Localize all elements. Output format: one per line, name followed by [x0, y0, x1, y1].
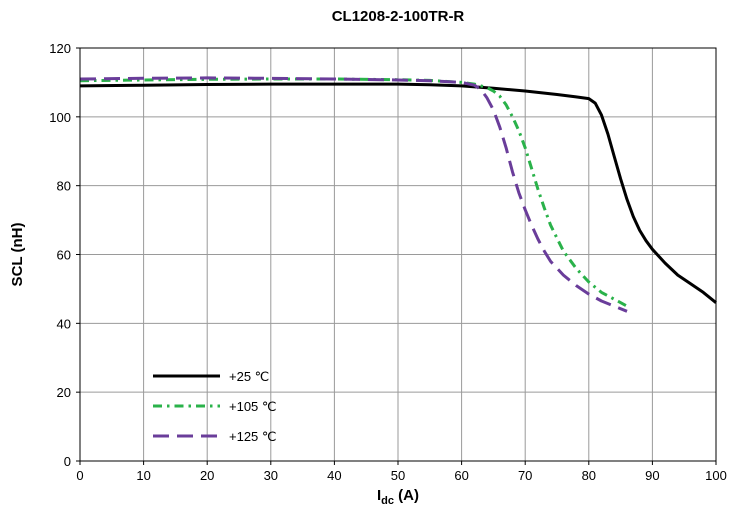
x-axis-title-main: I — [377, 487, 381, 504]
x-tick-labels: 0 10 20 30 40 50 60 70 80 90 100 — [76, 461, 727, 483]
legend-label-3: +125 ℃ — [229, 429, 277, 444]
y-tick-label: 80 — [57, 179, 71, 194]
y-tick-label: 0 — [64, 454, 71, 469]
y-tick-label: 60 — [57, 248, 71, 263]
x-tick-label: 80 — [582, 468, 596, 483]
legend: +25 ℃ +105 ℃ +125 ℃ — [153, 369, 277, 444]
x-tick-label: 40 — [327, 468, 341, 483]
y-tick-label: 40 — [57, 316, 71, 331]
chart-title: CL1208-2-100TR-R — [332, 8, 465, 25]
x-tick-label: 30 — [264, 468, 278, 483]
y-tick-label: 100 — [49, 110, 71, 125]
grid — [80, 48, 716, 461]
legend-label-1: +25 ℃ — [229, 369, 269, 384]
x-tick-label: 70 — [518, 468, 532, 483]
x-tick-label: 50 — [391, 468, 405, 483]
x-tick-label: 0 — [76, 468, 83, 483]
x-axis-title-sub: dc — [381, 495, 394, 507]
y-axis-title: SCL (nH) — [9, 223, 26, 287]
series-line-2 — [79, 77, 628, 308]
x-tick-label: 20 — [200, 468, 214, 483]
x-axis-title-unit: (A) — [394, 487, 419, 504]
series-line-3 — [79, 76, 628, 313]
series-line-1 — [79, 82, 717, 304]
series-layer — [79, 76, 717, 313]
y-tick-labels: 0 20 40 60 80 100 120 — [49, 41, 80, 469]
legend-label-2: +105 ℃ — [229, 399, 277, 414]
y-tick-label: 120 — [49, 41, 71, 56]
y-tick-label: 20 — [57, 385, 71, 400]
x-tick-label: 10 — [136, 468, 150, 483]
x-tick-label: 100 — [705, 468, 727, 483]
x-tick-label: 90 — [645, 468, 659, 483]
x-axis-title: Idc (A) — [377, 487, 419, 507]
x-tick-label: 60 — [454, 468, 468, 483]
